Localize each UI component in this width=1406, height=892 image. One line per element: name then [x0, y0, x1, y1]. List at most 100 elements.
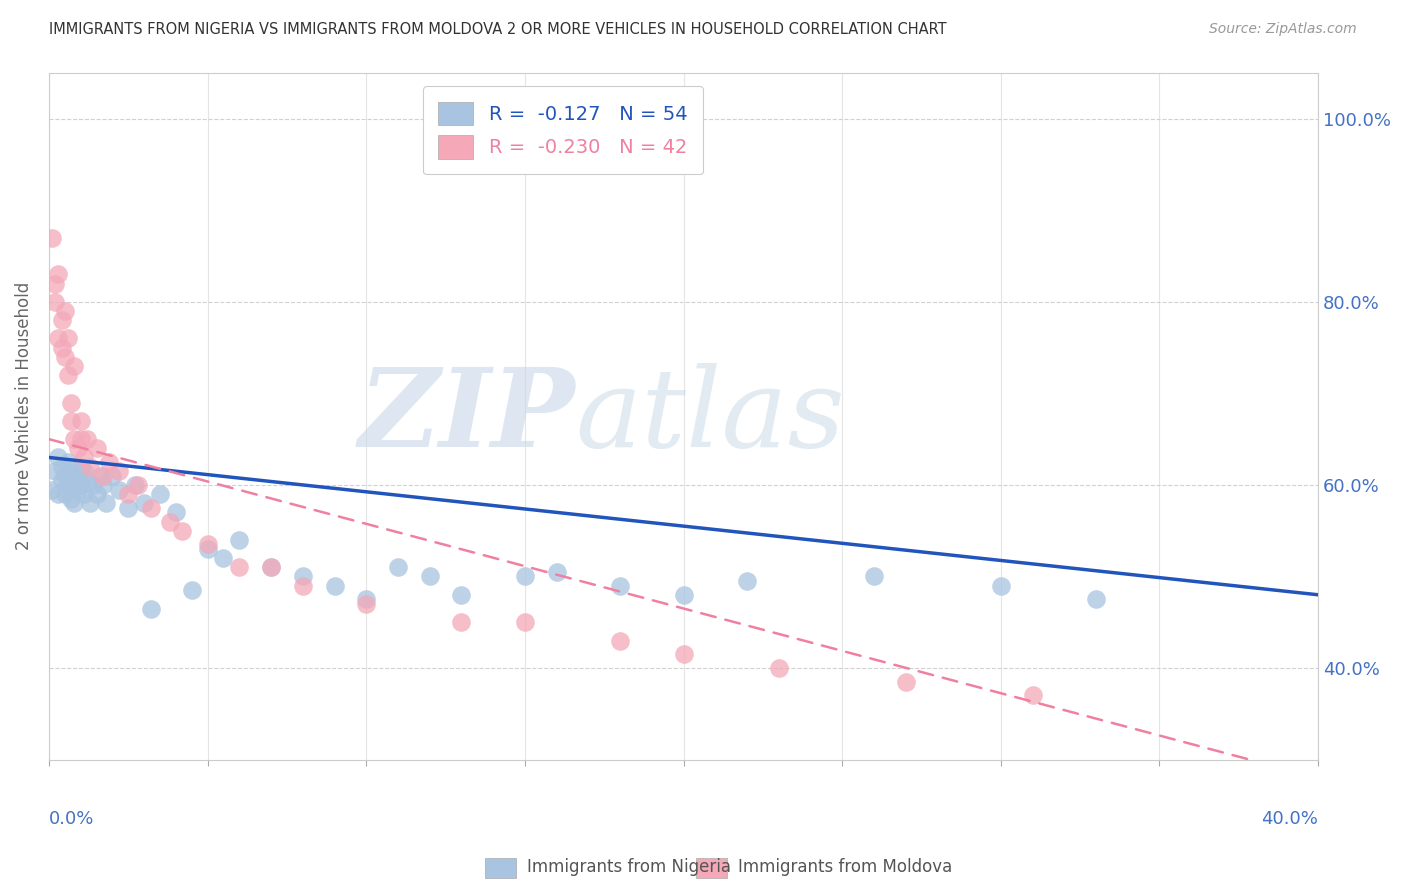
Point [260, 560, 283, 574]
Point [48, 487, 70, 501]
Legend: R =  -0.127   N = 54, R =  -0.230   N = 42: R = -0.127 N = 54, R = -0.230 N = 42 [423, 87, 703, 175]
Y-axis label: 2 or more Vehicles in Household: 2 or more Vehicles in Household [15, 282, 32, 550]
Point [139, 601, 162, 615]
Point [63, 496, 86, 510]
Point [51, 474, 73, 488]
Point [149, 487, 172, 501]
Point [44, 277, 66, 291]
Point [98, 455, 121, 469]
Point [228, 533, 250, 547]
Point [672, 648, 695, 662]
Point [73, 450, 96, 465]
Point [419, 569, 441, 583]
Text: Source: ZipAtlas.com: Source: ZipAtlas.com [1209, 22, 1357, 37]
Point [76, 474, 98, 488]
Point [450, 588, 472, 602]
Text: IMMIGRANTS FROM NIGERIA VS IMMIGRANTS FROM MOLDOVA 2 OR MORE VEHICLES IN HOUSEHO: IMMIGRANTS FROM NIGERIA VS IMMIGRANTS FR… [49, 22, 946, 37]
Point [450, 615, 472, 630]
Point [79, 496, 101, 510]
Point [735, 574, 758, 588]
Point [66, 483, 89, 497]
Point [53, 487, 76, 501]
Point [139, 500, 162, 515]
Point [56, 368, 79, 382]
Point [56, 478, 79, 492]
Point [1021, 689, 1043, 703]
Point [91, 478, 114, 492]
Point [69, 459, 91, 474]
Point [82, 478, 104, 492]
Point [60, 395, 83, 409]
Point [180, 583, 202, 598]
Point [48, 331, 70, 345]
Point [69, 478, 91, 492]
Point [291, 569, 314, 583]
Text: 40.0%: 40.0% [1261, 810, 1319, 828]
Point [117, 487, 139, 501]
Point [863, 569, 886, 583]
Point [86, 442, 108, 456]
Point [60, 491, 83, 506]
Point [51, 341, 73, 355]
Text: ZIP: ZIP [359, 362, 575, 470]
Point [41, 483, 63, 497]
Point [197, 537, 219, 551]
Point [89, 468, 111, 483]
Point [69, 432, 91, 446]
Point [387, 560, 409, 574]
Point [63, 432, 86, 446]
Point [513, 569, 536, 583]
Point [44, 464, 66, 478]
Point [53, 468, 76, 483]
Point [117, 500, 139, 515]
Point [76, 432, 98, 446]
Point [291, 579, 314, 593]
Point [66, 468, 89, 483]
Point [107, 464, 129, 478]
Text: atlas: atlas [575, 362, 845, 470]
Point [107, 483, 129, 497]
Point [990, 579, 1012, 593]
Point [51, 313, 73, 327]
Point [356, 597, 378, 611]
Point [94, 496, 117, 510]
Text: 0.0%: 0.0% [49, 810, 94, 828]
Point [894, 674, 917, 689]
Point [53, 304, 76, 318]
Point [672, 588, 695, 602]
Point [134, 496, 156, 510]
Point [124, 478, 146, 492]
Point [48, 268, 70, 282]
Point [60, 464, 83, 478]
Point [513, 615, 536, 630]
Point [79, 459, 101, 474]
Point [73, 487, 96, 501]
Point [56, 331, 79, 345]
Point [609, 579, 631, 593]
Point [101, 468, 124, 483]
Point [212, 551, 235, 566]
Point [66, 442, 89, 456]
Text: Immigrants from Nigeria: Immigrants from Nigeria [527, 858, 731, 876]
Point [260, 560, 283, 574]
Point [1085, 592, 1108, 607]
Point [51, 459, 73, 474]
Point [609, 633, 631, 648]
Point [41, 231, 63, 245]
Point [48, 450, 70, 465]
Point [323, 579, 346, 593]
Point [56, 455, 79, 469]
Text: Immigrants from Moldova: Immigrants from Moldova [738, 858, 952, 876]
Point [53, 350, 76, 364]
Point [172, 524, 194, 538]
Point [356, 592, 378, 607]
Point [60, 414, 83, 428]
Point [546, 565, 568, 579]
Point [44, 294, 66, 309]
Point [86, 487, 108, 501]
Point [63, 359, 86, 373]
Point [197, 541, 219, 556]
Point [228, 560, 250, 574]
Point [165, 505, 187, 519]
Point [69, 414, 91, 428]
